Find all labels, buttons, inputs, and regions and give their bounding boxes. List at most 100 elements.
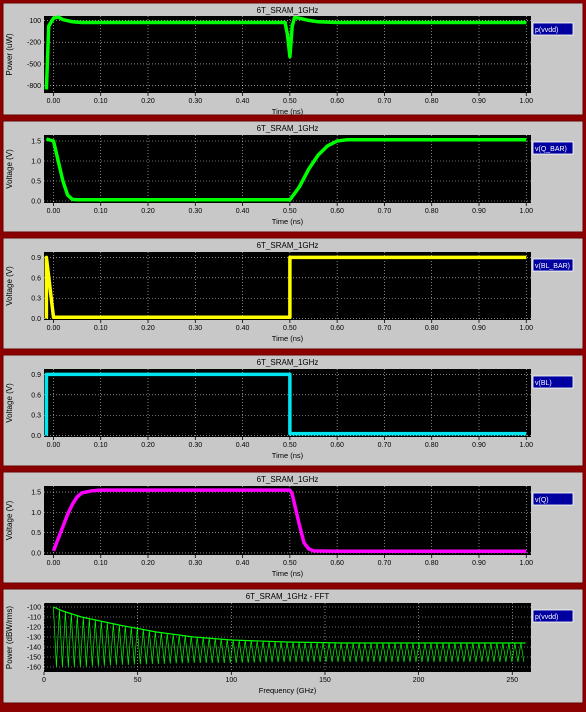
x-tick-label: 0.80	[425, 208, 439, 215]
legend-label: v(BL_BAR)	[535, 263, 570, 270]
y-tick-label: 0.9	[31, 255, 41, 262]
x-tick-label: 0.60	[330, 325, 344, 332]
x-tick-label: 150	[319, 677, 331, 684]
x-axis-label: Time (ns)	[272, 217, 304, 226]
series-line	[45, 137, 527, 202]
x-axis-label: Time (ns)	[272, 107, 304, 116]
x-tick-label: 0.50	[283, 208, 297, 215]
series-line	[44, 372, 527, 436]
x-axis-label: Frequency (GHz)	[259, 686, 317, 695]
x-tick-label: 0.70	[378, 98, 392, 105]
x-tick-label: 50	[134, 677, 142, 684]
y-tick-label: -100	[27, 605, 41, 612]
x-tick-label: 1.00	[519, 442, 533, 449]
x-axis-label: Time (ns)	[272, 334, 304, 343]
x-tick-label: 0.70	[378, 560, 392, 567]
x-tick-label: 0.60	[330, 560, 344, 567]
y-tick-label: -500	[27, 61, 41, 68]
chart-panel-6: 6T_SRAM_1GHz - FFT 0 50 100 150 200 250 -100 -11…	[2, 588, 584, 704]
x-tick-label: 0.80	[425, 325, 439, 332]
series-line	[44, 15, 527, 90]
x-tick-label: 0.40	[236, 325, 250, 332]
x-tick-label: 0.80	[425, 442, 439, 449]
chart-title: 6T_SRAM_1GHz	[257, 358, 319, 367]
y-axis-label: Voltage (V)	[5, 500, 14, 540]
x-tick-label: 0.20	[141, 560, 155, 567]
x-tick-label: 0.30	[188, 325, 202, 332]
y-axis-label: Voltage (V)	[5, 149, 14, 189]
y-tick-label: 0.5	[31, 179, 41, 186]
y-tick-label: 1.0	[31, 159, 41, 166]
y-tick-label: -120	[27, 625, 41, 632]
y-tick-label: -110	[28, 615, 42, 622]
x-tick-label: 0.00	[47, 208, 61, 215]
x-axis-label: Time (ns)	[272, 451, 304, 460]
x-tick-label: 1.00	[519, 560, 533, 567]
x-tick-label: 0.40	[236, 560, 250, 567]
y-tick-label: -200	[27, 40, 41, 47]
y-tick-label: 0.6	[31, 392, 41, 399]
y-tick-label: 0.9	[31, 372, 41, 379]
x-tick-label: 0.60	[330, 98, 344, 105]
x-tick-label: 0.30	[188, 98, 202, 105]
x-tick-label: 0.90	[472, 98, 486, 105]
y-tick-label: 0.3	[31, 296, 41, 303]
x-tick-label: 0.20	[141, 98, 155, 105]
x-tick-label: 0.10	[94, 442, 108, 449]
plot-area	[44, 486, 531, 555]
legend-label: v(Q)	[535, 497, 549, 504]
plot-area	[44, 603, 531, 672]
x-tick-label: 0.30	[188, 560, 202, 567]
legend-box	[532, 22, 574, 36]
x-axis-label: Time (ns)	[272, 569, 304, 578]
x-tick-label: 0.60	[330, 208, 344, 215]
x-tick-label: 200	[413, 677, 425, 684]
legend-label: v(Q_BAR)	[535, 146, 567, 153]
plot-area	[44, 135, 531, 203]
chart-panel-1: 6T_SRAM_1GHz 0.00 0.10 0.20 0.30 0.40 0.50 0.60…	[2, 2, 584, 116]
x-tick-label: 0.40	[236, 442, 250, 449]
series-line	[51, 488, 527, 554]
x-tick-label: 0.70	[378, 325, 392, 332]
series-line	[53, 606, 525, 668]
y-tick-label: 0.5	[31, 530, 41, 537]
x-tick-label: 0.70	[378, 442, 392, 449]
x-tick-label: 0	[42, 677, 46, 684]
y-axis-label: Power (dBW/rms)	[5, 606, 14, 669]
y-tick-label: 0.0	[31, 199, 41, 206]
x-tick-label: 0.00	[47, 442, 61, 449]
chart-panel-5: 6T_SRAM_1GHz 0.00 0.10 0.20 0.30 0.40 0.50 0.60…	[2, 471, 584, 584]
x-tick-label: 0.10	[94, 560, 108, 567]
y-tick-label: 0.6	[31, 275, 41, 282]
y-tick-label: 0.3	[31, 413, 41, 420]
x-tick-label: 0.20	[141, 442, 155, 449]
x-tick-label: 0.00	[47, 98, 61, 105]
x-tick-label: 250	[506, 677, 518, 684]
y-tick-label: 0.0	[31, 433, 41, 440]
x-tick-label: 0.50	[283, 442, 297, 449]
x-tick-label: 1.00	[519, 208, 533, 215]
x-tick-label: 0.10	[94, 208, 108, 215]
x-tick-label: 0.50	[283, 98, 297, 105]
legend-label: v(BL)	[535, 380, 552, 387]
x-tick-label: 0.50	[283, 560, 297, 567]
plot-area	[44, 369, 531, 437]
y-tick-label: 1.0	[31, 510, 41, 517]
x-tick-label: 0.40	[236, 208, 250, 215]
y-tick-label: 100	[29, 18, 41, 25]
x-tick-label: 0.30	[188, 442, 202, 449]
legend-box	[532, 609, 574, 623]
y-axis-label: Voltage (V)	[5, 383, 14, 423]
x-tick-label: 0.50	[283, 325, 297, 332]
y-axis-label: Voltage (V)	[5, 266, 14, 306]
series-envelope-top	[53, 606, 526, 644]
chart-panel-4: 6T_SRAM_1GHz 0.00 0.10 0.20 0.30 0.40 0.50 0.6 0…	[2, 354, 584, 467]
x-tick-label: 0.90	[472, 560, 486, 567]
y-tick-label: 1.5	[31, 490, 41, 497]
chart-title: 6T_SRAM_1GHz	[257, 475, 319, 484]
x-tick-label: 0.90	[472, 442, 486, 449]
x-tick-label: 0.20	[141, 325, 155, 332]
x-tick-label: 0.10	[94, 98, 108, 105]
